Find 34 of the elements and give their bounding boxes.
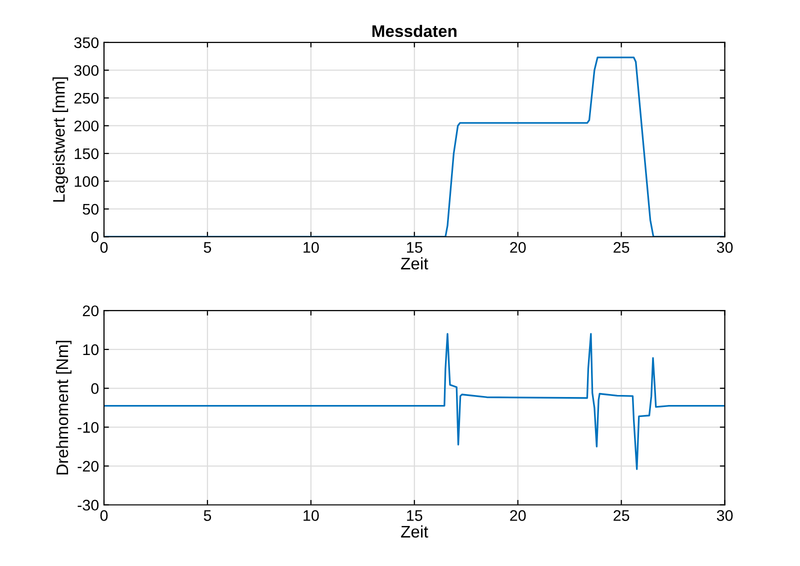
x-axis-title: Zeit [401, 525, 428, 538]
y-tick-label: 0 [91, 232, 99, 242]
chart-title: Messdaten [372, 24, 456, 38]
y-tick-label: -30 [78, 500, 99, 511]
y-tick-label: 150 [74, 148, 99, 160]
x-tick-label: 5 [204, 242, 212, 253]
x-tick-label: 10 [304, 510, 319, 521]
y-tick-label: 200 [74, 120, 99, 132]
x-tick-label: 30 [716, 510, 733, 521]
x-tick-label: 10 [304, 242, 319, 253]
y-tick-label: 20 [82, 305, 99, 316]
x-tick-label: 0 [100, 510, 108, 521]
x-tick-label: 25 [614, 510, 630, 521]
x-tick-label: 15 [407, 510, 422, 521]
y-tick-label: -10 [78, 422, 99, 433]
y-axis-title: Drehmoment [Nm] [56, 340, 72, 474]
x-axis-title: Zeit [401, 257, 428, 270]
y-tick-label: 50 [82, 204, 99, 215]
x-tick-label: 15 [407, 242, 422, 253]
y-tick-label: -20 [78, 460, 99, 472]
x-tick-label: 0 [100, 242, 108, 253]
y-tick-label: 100 [74, 176, 99, 187]
x-tick-label: 5 [204, 510, 212, 521]
x-tick-label: 25 [614, 242, 630, 253]
y-tick-label: 10 [83, 344, 99, 356]
x-tick-label: 20 [510, 510, 526, 521]
y-tick-label: 250 [74, 92, 99, 104]
y-axis-title: Lageistwert [mm] [52, 77, 68, 202]
y-tick-label: 0 [91, 383, 99, 394]
x-tick-label: 20 [510, 242, 526, 253]
x-tick-label: 30 [716, 242, 733, 253]
line-series [104, 333, 725, 470]
y-tick-label: 300 [74, 65, 99, 76]
y-tick-label: 350 [74, 37, 99, 48]
